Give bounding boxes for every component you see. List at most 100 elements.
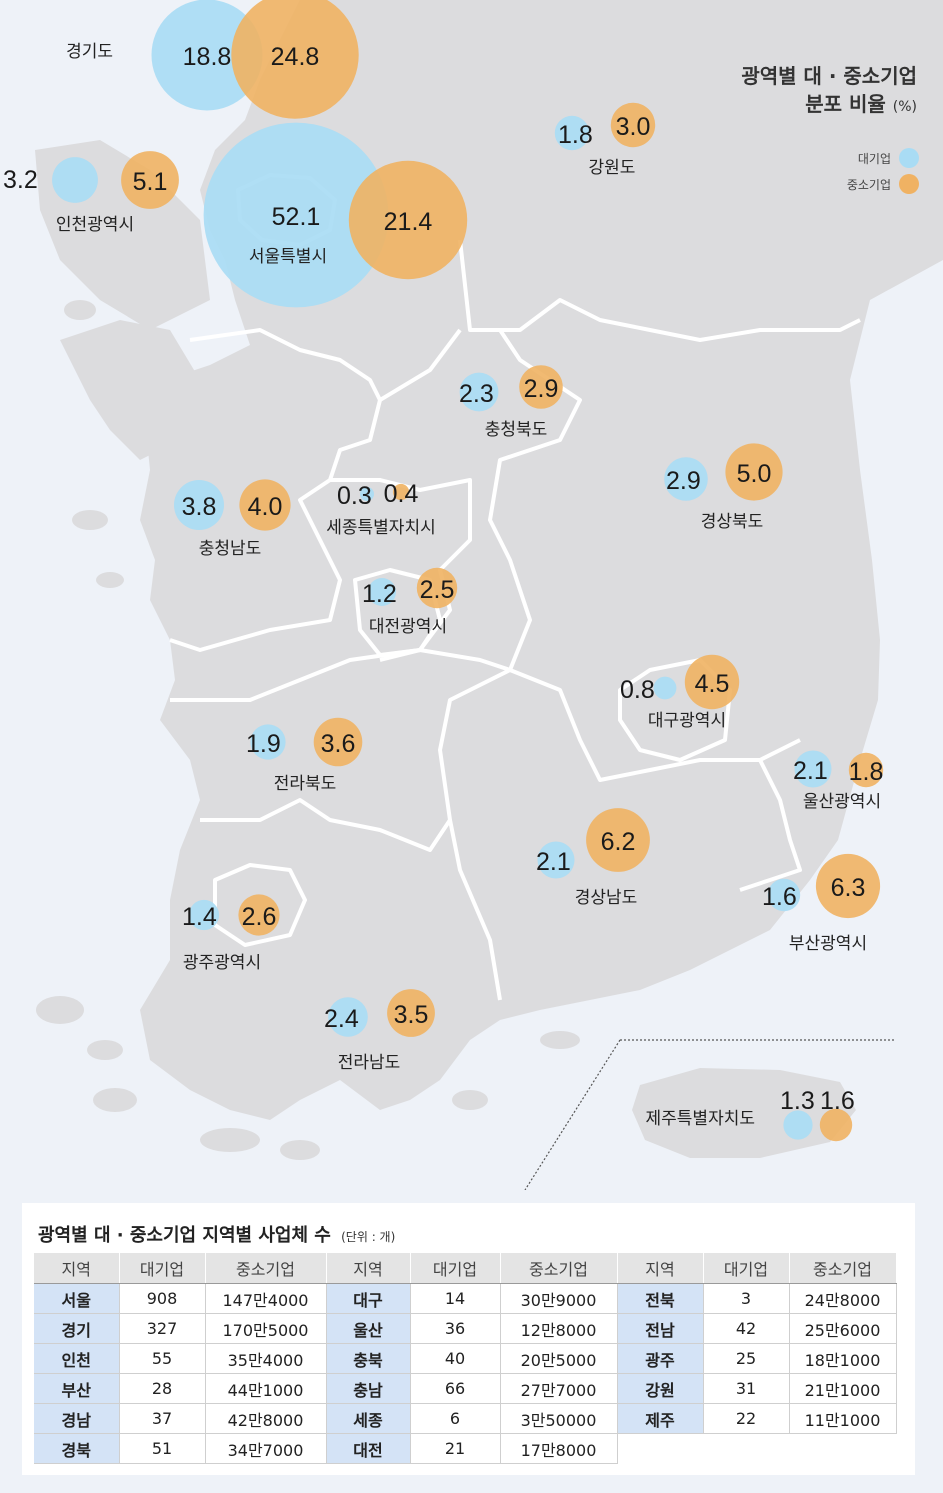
islands [36,246,580,1160]
region-daejeon: 1.2 2.5 대전광역시 [362,567,458,637]
header-region: 지역 [617,1253,704,1284]
border-line [739,759,802,892]
border-line [170,648,511,702]
legend-label-large: 대기업 [857,151,891,166]
large-count-cell: 66 [410,1373,501,1404]
sme-count-cell: 34만7000 [205,1433,327,1464]
region-seoul: 52.1 21.4 서울특별시 [203,122,468,308]
sme-count-cell: 24만8000 [789,1283,897,1314]
bubble-layer: 18.8 24.8 경기도 3.2 5.1 인천광역시 52.1 21.4 서울특별시 1.8 3.… [3,0,884,1142]
label-chungnam: 충청남도 [199,539,262,559]
value-sme-seoul: 21.4 [384,208,433,236]
sme-count-cell: 11만1000 [789,1403,897,1434]
inset-divider [524,1039,621,1190]
island [96,572,124,588]
island [93,1088,137,1112]
value-large-gangwon: 1.8 [558,121,593,149]
large-count-cell: 3 [703,1283,790,1314]
island [87,1040,123,1060]
region-gangwon: 1.8 3.0 강원도 [554,102,656,178]
table-header-row: 지역 대기업 중소기업 지역 대기업 중소기업 지역 대기업 중소기업 [34,1253,897,1284]
large-count-cell: 36 [410,1313,501,1344]
region-gyeongbuk: 2.9 5.0 경상북도 [664,443,783,532]
bubble-large-gwangju [188,899,220,931]
table-row: 부산 28 44만1000 충남 66 27만7000 강원 31 21만1000 [34,1373,897,1404]
sme-count-cell: 20만5000 [500,1343,618,1374]
value-large-seoul: 52.1 [272,203,321,231]
region-daegu: 0.8 4.5 대구광역시 [620,654,740,731]
sme-count-cell: 42만8000 [205,1403,327,1434]
business-count-table-panel: 광역별 대 · 중소기업 지역별 사업체 수 (단위 : 개) 지역 대기업 중… [22,1203,915,1475]
legend-swatch-large [899,148,919,168]
bubble-large-ulsan [794,750,832,788]
border-line [169,399,382,652]
sme-count-cell: 170만5000 [205,1313,327,1344]
bubble-sme-gyeongnam [586,808,650,872]
value-large-gyeongbuk: 2.9 [666,467,701,495]
legend-item-large: 대기업 [858,148,919,168]
value-sme-ulsan: 1.8 [849,758,884,786]
bubble-large-gangwon [554,115,590,151]
label-gwangju: 광주광역시 [183,953,261,973]
border-line [458,239,861,342]
bubble-large-jeju [783,1110,813,1140]
bubble-large-jeonbuk [250,724,286,760]
region-chungnam: 3.8 4.0 충청남도 [174,479,291,559]
header-sme: 중소기업 [789,1253,897,1284]
sme-count-cell: 44만1000 [205,1373,327,1404]
island [36,996,84,1024]
value-large-gyeonggi: 18.8 [183,43,232,71]
value-sme-gangwon: 3.0 [616,113,651,141]
bubble-sme-daejeon [416,567,458,609]
label-gangwon: 강원도 [589,158,636,178]
value-large-gwangju: 1.4 [182,903,217,931]
header-large: 대기업 [119,1253,206,1284]
bubble-large-chungnam [174,480,224,530]
sme-count-cell: 30만9000 [500,1283,618,1314]
sme-count-cell: 17만8000 [500,1433,618,1464]
label-jeonnam: 전라남도 [338,1053,401,1073]
empty-cell [789,1433,896,1464]
sme-count-cell: 25만6000 [789,1313,897,1344]
region-cell: 울산 [326,1313,411,1344]
island [64,300,96,320]
label-jeonbuk: 전라북도 [274,774,337,794]
legend-item-sme: 중소기업 [847,174,919,194]
large-count-cell: 42 [703,1313,790,1344]
large-count-cell: 908 [119,1283,206,1314]
island [200,1128,260,1152]
bubble-sme-jeonnam [387,989,435,1037]
value-sme-incheon: 5.1 [133,168,168,196]
border-line [200,798,452,852]
region-cell: 강원 [617,1373,704,1404]
region-gyeonggi: 18.8 24.8 경기도 [66,0,359,119]
value-large-sejong: 0.3 [337,482,372,510]
value-large-chungbuk: 2.3 [459,380,494,408]
region-jeonbuk: 1.9 3.6 전라북도 [246,717,363,794]
bubble-sme-gwangju [238,894,280,936]
region-cell: 충남 [326,1373,411,1404]
label-daegu: 대구광역시 [648,711,726,731]
large-count-cell: 40 [410,1343,501,1374]
region-chungbuk: 2.3 2.9 충청북도 [459,365,563,440]
large-count-cell: 55 [119,1343,206,1374]
border-line [509,668,801,782]
value-sme-jeonnam: 3.5 [394,1001,429,1029]
value-large-daegu: 0.8 [620,676,655,704]
bubble-sme-chungbuk [519,365,563,409]
sme-count-cell: 18만1000 [789,1343,897,1374]
bubble-large-daegu [653,676,677,700]
bubble-sme-gyeonggi [231,0,359,119]
empty-cell [703,1433,789,1464]
region-gyeongnam: 2.1 6.2 경상남도 [536,808,650,908]
large-count-cell: 51 [119,1433,206,1464]
bubble-large-gyeongbuk [664,457,708,501]
table-row: 경기 327 170만5000 울산 36 12만8000 전남 42 25만6000 [34,1313,897,1344]
bubble-large-seoul [203,122,389,308]
border-line [378,328,462,402]
label-daejeon: 대전광역시 [369,617,447,637]
bubble-sme-ulsan [848,752,884,788]
business-count-table: 지역 대기업 중소기업 지역 대기업 중소기업 지역 대기업 중소기업 서울 90… [34,1253,897,1464]
bubble-sme-chungnam [239,479,291,531]
label-busan: 부산광역시 [789,934,867,954]
